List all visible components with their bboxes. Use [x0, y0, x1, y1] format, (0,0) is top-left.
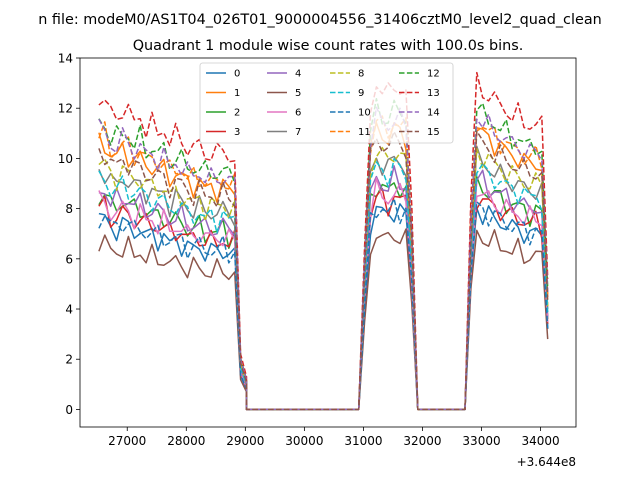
x-tick-label: 30000 — [285, 434, 323, 448]
legend-label-12: 12 — [427, 69, 440, 80]
legend-label-14: 14 — [427, 108, 440, 119]
y-tick-label: 0 — [65, 403, 73, 417]
x-tick-label: 27000 — [108, 434, 146, 448]
legend-label-7: 7 — [295, 127, 301, 138]
x-tick-label: 29000 — [226, 434, 264, 448]
series-line-9 — [98, 157, 549, 411]
legend-label-3: 3 — [234, 127, 240, 138]
series-line-15 — [98, 130, 549, 411]
y-tick-label: 2 — [65, 353, 73, 367]
x-tick-label: 32000 — [403, 434, 441, 448]
series-line-5 — [98, 228, 549, 411]
series-line-3 — [98, 187, 549, 411]
y-tick-label: 14 — [58, 52, 73, 66]
legend-label-2: 2 — [234, 108, 240, 119]
chart-title: Quadrant 1 module wise count rates with … — [133, 38, 524, 54]
legend-label-11: 11 — [358, 127, 371, 138]
legend-box — [199, 62, 454, 144]
series-line-2 — [98, 175, 549, 411]
y-axis: 0 2 4 6 8 10 12 14 — [58, 52, 80, 417]
y-tick-label: 12 — [58, 102, 73, 116]
y-tick-label: 4 — [65, 303, 73, 317]
series-line-12 — [98, 97, 549, 411]
x-tick-label: 33000 — [462, 434, 500, 448]
series-line-10 — [98, 198, 549, 411]
y-tick-label: 8 — [65, 202, 73, 216]
series-line-1 — [98, 122, 549, 411]
x-tick-label: 28000 — [167, 434, 205, 448]
legend-label-15: 15 — [427, 127, 440, 138]
legend-label-1: 1 — [234, 88, 240, 99]
legend-label-10: 10 — [358, 108, 371, 119]
series-layer — [98, 71, 549, 411]
legend-label-0: 0 — [234, 69, 240, 80]
legend-label-4: 4 — [295, 69, 301, 80]
figure-suptitle: n file: modeM0/AS1T04_026T01_9000004556_… — [38, 12, 602, 28]
series-line-0 — [98, 203, 549, 411]
series-line-6 — [98, 177, 549, 411]
x-axis: 27000 28000 29000 30000 31000 32000 33000 34000 — [108, 427, 560, 448]
x-tick-label: 34000 — [521, 434, 559, 448]
legend-label-5: 5 — [295, 88, 301, 99]
plot-frame — [79, 57, 577, 428]
series-line-14 — [98, 106, 549, 411]
y-tick-label: 6 — [65, 252, 73, 266]
legend-label-9: 9 — [358, 88, 364, 99]
legend-label-8: 8 — [358, 69, 364, 80]
series-line-11 — [98, 115, 549, 411]
x-tick-label: 31000 — [344, 434, 382, 448]
legend-label-6: 6 — [295, 108, 301, 119]
legend-label-13: 13 — [427, 88, 440, 99]
y-tick-label: 10 — [58, 152, 73, 166]
x-offset-label: +3.644e8 — [517, 455, 576, 469]
